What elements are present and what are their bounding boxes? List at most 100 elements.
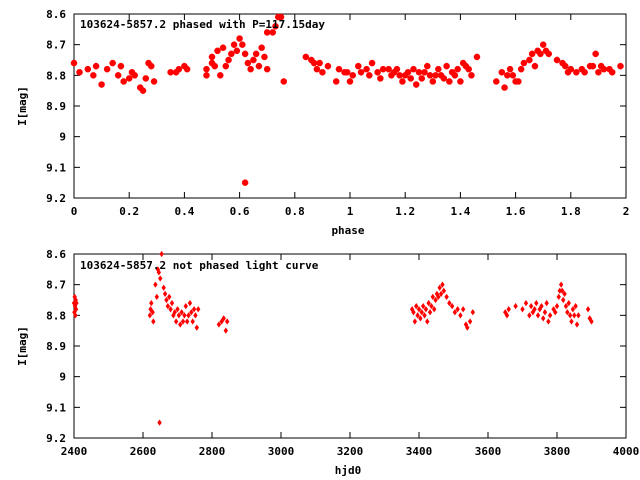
data-point (581, 69, 588, 76)
y-tick-label: 9 (59, 131, 66, 144)
data-point (416, 306, 422, 313)
data-point (128, 69, 136, 76)
data-point (208, 59, 216, 67)
data-point (412, 318, 418, 325)
data-point (468, 72, 475, 79)
data-point (545, 50, 552, 58)
data-point (544, 299, 549, 307)
y-tick-label: 9.2 (46, 192, 66, 205)
data-point (429, 303, 434, 310)
data-point (520, 306, 525, 313)
data-point (252, 50, 260, 58)
data-point (208, 53, 216, 61)
data-point (443, 62, 450, 70)
data-point (344, 69, 351, 76)
y-axis-label: I[mag] (16, 326, 29, 366)
data-point (527, 312, 532, 319)
data-point (222, 62, 229, 70)
data-point (452, 309, 458, 316)
data-point (230, 41, 238, 48)
data-point (430, 293, 435, 301)
data-point (407, 75, 414, 82)
data-point (561, 296, 566, 304)
data-point (142, 75, 149, 82)
data-point (73, 312, 78, 319)
data-point (426, 72, 434, 79)
data-point (410, 66, 417, 73)
data-point (139, 87, 147, 94)
data-point (154, 293, 159, 301)
data-point (241, 50, 249, 58)
data-point (156, 269, 162, 276)
data-point (203, 72, 210, 79)
data-point (506, 306, 511, 313)
data-point (454, 66, 461, 73)
data-point (440, 281, 445, 288)
data-point (70, 59, 78, 67)
data-point (559, 287, 565, 294)
data-point (173, 318, 179, 325)
data-point (203, 66, 210, 73)
data-point (145, 59, 152, 67)
data-point (600, 66, 608, 73)
x-tick-label: 0.6 (230, 205, 250, 218)
y-tick-label: 8.7 (46, 39, 66, 52)
x-tick-label: 0.4 (174, 205, 194, 218)
data-point (427, 309, 433, 316)
data-point (189, 309, 194, 316)
data-point (172, 309, 177, 316)
data-point (537, 50, 544, 58)
data-point (223, 327, 228, 334)
data-point (415, 312, 420, 319)
data-point (534, 299, 539, 307)
data-point (609, 69, 616, 76)
data-point (435, 66, 442, 73)
data-point (493, 78, 500, 85)
data-point (513, 303, 518, 310)
x-tick-label: 2600 (130, 445, 157, 458)
data-point (182, 312, 187, 319)
y-tick-label: 9.2 (46, 432, 66, 445)
data-point (73, 306, 79, 313)
data-point (433, 296, 438, 304)
data-point (617, 62, 624, 70)
data-point (183, 303, 188, 310)
data-point (236, 35, 243, 42)
data-point (221, 315, 226, 322)
data-point (393, 66, 401, 73)
data-point (368, 59, 376, 67)
data-point (357, 69, 365, 76)
data-point (419, 309, 424, 316)
y-tick-label: 8.8 (46, 69, 66, 82)
data-point (467, 318, 473, 325)
y-tick-label: 8.6 (46, 248, 66, 261)
x-tick-labels: 0 0.2 0.4 0.6 0.8 1 1.2 1.4 1.6 1.8 2 (71, 205, 630, 218)
data-point (346, 78, 354, 85)
y-tick-label: 9 (59, 371, 66, 384)
data-point (149, 299, 154, 307)
data-point (324, 62, 332, 70)
data-point (504, 72, 511, 79)
data-point (219, 44, 227, 51)
data-point (504, 312, 510, 319)
data-point (567, 66, 574, 73)
data-point (164, 296, 169, 304)
data-point (172, 69, 180, 76)
data-point (526, 56, 533, 64)
data-point (269, 29, 276, 36)
data-point (542, 309, 548, 316)
data-point (186, 312, 191, 319)
data-point (595, 69, 602, 76)
data-point (148, 306, 153, 313)
data-point (426, 299, 431, 307)
data-point (178, 321, 183, 328)
data-point (158, 275, 163, 282)
data-point (377, 75, 384, 82)
x-axis-label: phase (331, 224, 364, 237)
data-point (541, 315, 546, 322)
data-point (261, 53, 268, 61)
data-point (117, 62, 125, 70)
data-point (310, 59, 318, 67)
data-point (429, 78, 436, 85)
data-point (458, 312, 463, 319)
